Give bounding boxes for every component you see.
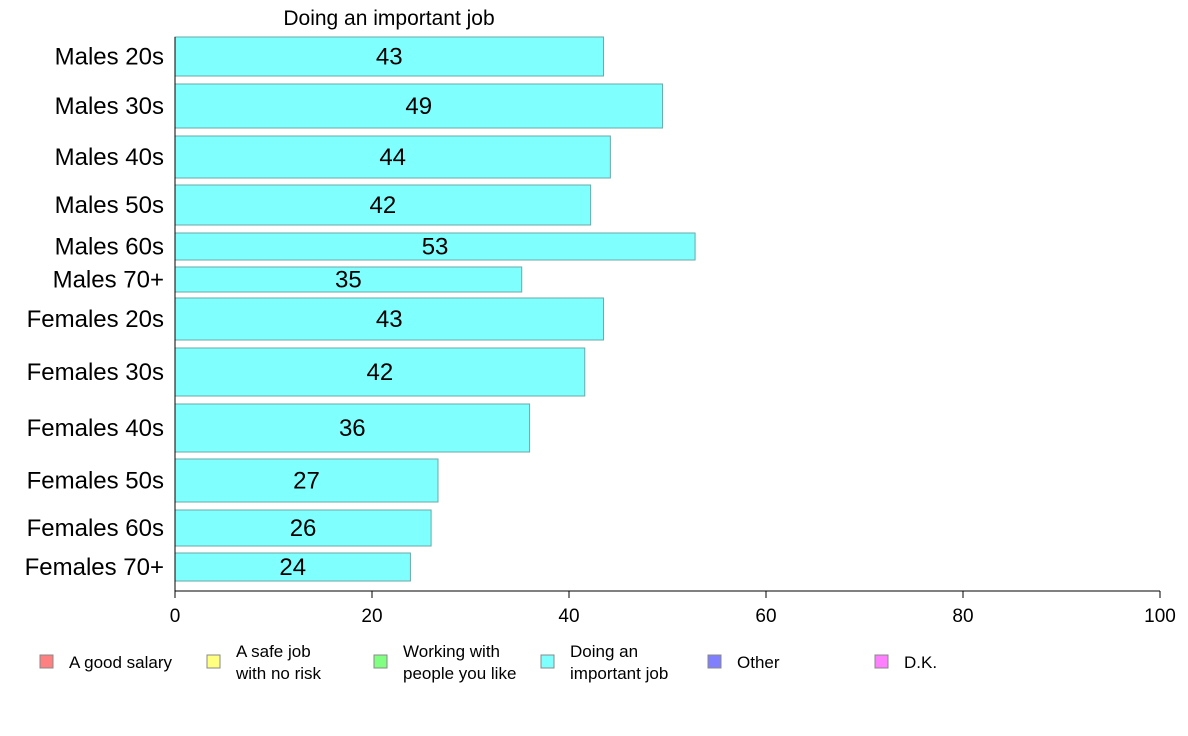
category-label-females-40s: Females 40s <box>27 415 164 442</box>
legend-label-4-line-2: important job <box>570 664 668 683</box>
x-tick-label-60: 60 <box>755 606 776 627</box>
bar-value-label-males-30s: 49 <box>405 93 432 120</box>
bar-females-20s <box>174 297 604 341</box>
category-label-males-30s: Males 30s <box>55 93 164 120</box>
legend-label-6-line-1: D.K. <box>904 653 937 672</box>
legend-swatch-1 <box>39 654 54 669</box>
bar-value-label-females-20s: 43 <box>376 306 403 333</box>
category-label-females-60s: Females 60s <box>27 515 164 542</box>
category-label-females-30s: Females 30s <box>27 359 164 386</box>
category-label-males-40s: Males 40s <box>55 144 164 171</box>
legend-swatch-3 <box>373 654 388 669</box>
legend-label-1-line-1: A good salary <box>69 653 173 672</box>
legend-swatch-2 <box>206 654 221 669</box>
legend-label-2-line-2: with no risk <box>235 664 322 683</box>
legend-label-3-line-2: people you like <box>403 664 516 683</box>
bar-males-50s <box>174 184 592 226</box>
legend: A good salary A safe job with no risk Worki… <box>39 642 937 683</box>
bar-value-label-males-50s: 42 <box>369 192 396 219</box>
bar-value-label-males-40s: 44 <box>379 144 406 171</box>
category-label-males-70: Males 70+ <box>53 267 164 294</box>
bar-value-label-females-60s: 26 <box>290 515 317 542</box>
bars-group: Males 20s 43 Males 30s 49 Males 40s 44 Males 5… <box>25 36 696 582</box>
category-label-females-20s: Females 20s <box>27 306 164 333</box>
legend-label-3-line-1: Working with <box>403 642 500 661</box>
legend-label-2-line-1: A safe job <box>236 642 311 661</box>
x-axis: 0 20 40 60 80 100 <box>170 37 1176 627</box>
chart-title: Doing an important job <box>283 7 494 30</box>
category-label-males-20s: Males 20s <box>55 44 164 71</box>
x-tick-label-20: 20 <box>361 606 382 627</box>
category-label-males-50s: Males 50s <box>55 192 164 219</box>
bar-value-label-females-30s: 42 <box>367 359 394 386</box>
bar-females-70 <box>174 552 411 582</box>
x-tick-label-80: 80 <box>952 606 973 627</box>
x-tick-label-100: 100 <box>1144 606 1176 627</box>
bar-females-60s <box>174 509 432 547</box>
x-tick-label-40: 40 <box>558 606 579 627</box>
bar-females-50s <box>174 458 439 503</box>
bar-males-20s <box>174 36 604 77</box>
legend-label-5-line-1: Other <box>737 653 780 672</box>
bar-males-60s <box>174 232 696 261</box>
bar-value-label-males-20s: 43 <box>376 44 403 71</box>
category-label-males-60s: Males 60s <box>55 234 164 261</box>
bar-value-label-males-70: 35 <box>335 267 362 294</box>
legend-swatch-4 <box>540 654 555 669</box>
bar-value-label-females-40s: 36 <box>339 415 366 442</box>
category-label-females-70: Females 70+ <box>25 554 164 581</box>
bar-value-label-females-50s: 27 <box>293 468 320 495</box>
legend-label-4-line-1: Doing an <box>570 642 638 661</box>
bar-value-label-females-70: 24 <box>279 554 306 581</box>
bar-males-40s <box>174 135 611 179</box>
bar-males-30s <box>174 83 664 129</box>
x-tick-label-0: 0 <box>170 606 181 627</box>
legend-swatch-6 <box>874 654 889 669</box>
category-label-females-50s: Females 50s <box>27 468 164 495</box>
legend-swatch-5 <box>707 654 722 669</box>
bar-value-label-males-60s: 53 <box>422 234 449 261</box>
